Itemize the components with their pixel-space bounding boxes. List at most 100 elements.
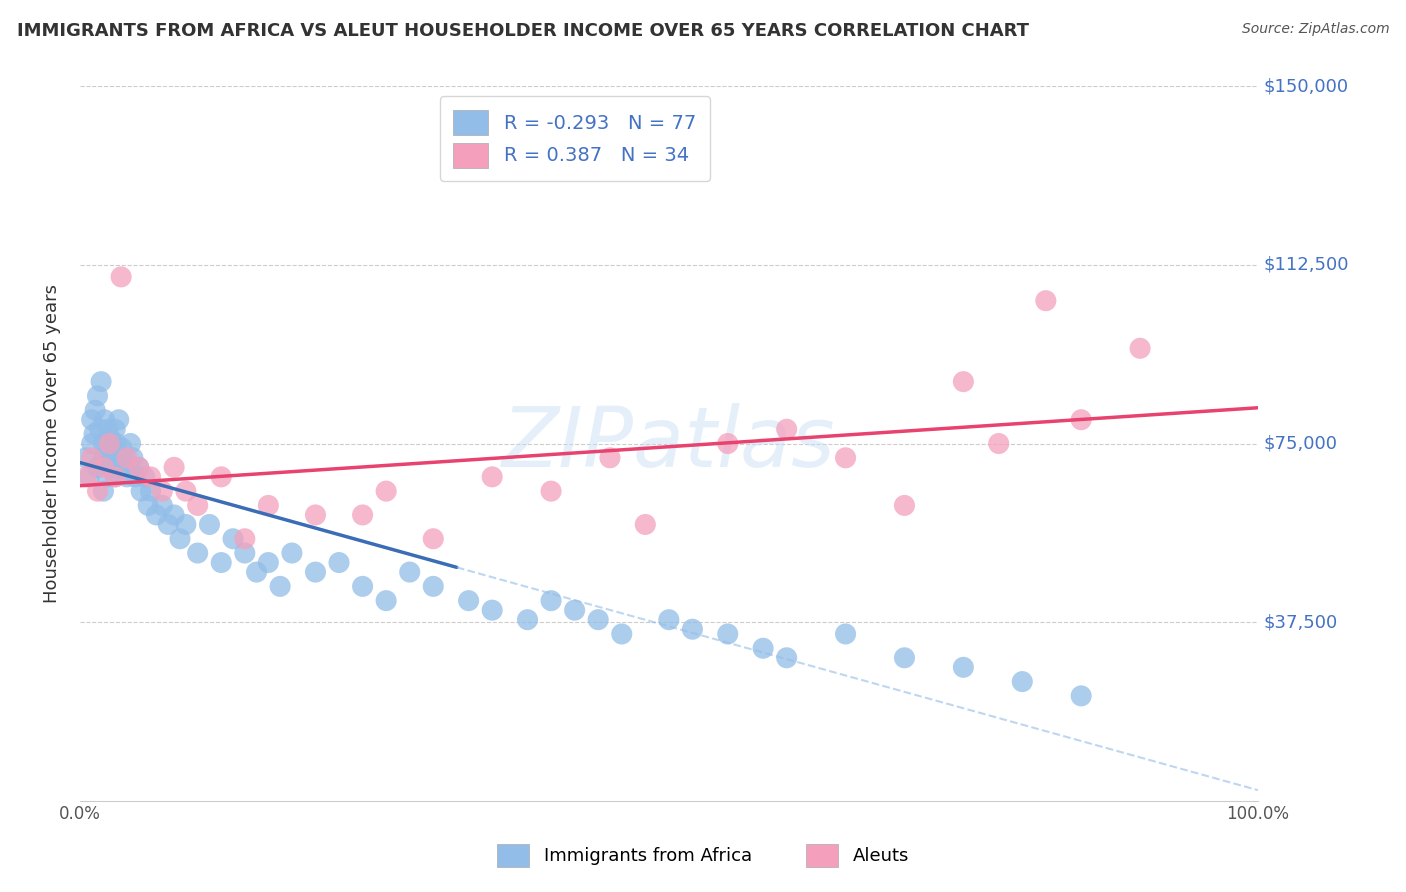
Point <box>75 470 97 484</box>
Point <box>1011 674 1033 689</box>
Point <box>84 403 107 417</box>
Point <box>96 470 118 484</box>
Point <box>104 422 127 436</box>
Point <box>776 422 799 436</box>
Point <box>118 460 141 475</box>
Point <box>115 450 138 465</box>
Point <box>110 460 132 475</box>
Point <box>98 450 121 465</box>
Point <box>128 460 150 475</box>
Point <box>90 375 112 389</box>
Point <box>952 660 974 674</box>
Point <box>104 470 127 484</box>
Point <box>328 556 350 570</box>
Point <box>257 556 280 570</box>
Point <box>375 484 398 499</box>
Point <box>93 436 115 450</box>
Point <box>80 436 103 450</box>
Point <box>93 460 115 475</box>
Point <box>174 484 197 499</box>
Point <box>75 450 97 465</box>
Point <box>952 375 974 389</box>
Point <box>398 565 420 579</box>
Point <box>717 436 740 450</box>
Point <box>1070 689 1092 703</box>
Point <box>136 499 159 513</box>
Legend: Immigrants from Africa, Aleuts: Immigrants from Africa, Aleuts <box>489 837 917 874</box>
Point <box>122 450 145 465</box>
Point <box>1129 341 1152 355</box>
Point <box>658 613 681 627</box>
Point <box>107 413 129 427</box>
Text: IMMIGRANTS FROM AFRICA VS ALEUT HOUSEHOLDER INCOME OVER 65 YEARS CORRELATION CHA: IMMIGRANTS FROM AFRICA VS ALEUT HOUSEHOL… <box>17 22 1029 40</box>
Text: $150,000: $150,000 <box>1264 78 1348 95</box>
Point <box>540 593 562 607</box>
Point <box>987 436 1010 450</box>
Point <box>93 413 115 427</box>
Point <box>79 470 101 484</box>
Point <box>86 484 108 499</box>
Point <box>134 470 156 484</box>
Point <box>752 641 775 656</box>
Point <box>586 613 609 627</box>
Point <box>481 603 503 617</box>
Text: Source: ZipAtlas.com: Source: ZipAtlas.com <box>1241 22 1389 37</box>
Point <box>281 546 304 560</box>
Point <box>111 442 134 456</box>
Point <box>776 650 799 665</box>
Point <box>717 627 740 641</box>
Point <box>115 470 138 484</box>
Point <box>150 484 173 499</box>
Point <box>97 422 120 436</box>
Point <box>304 508 326 522</box>
Point <box>209 556 232 570</box>
Point <box>98 436 121 450</box>
Point <box>304 565 326 579</box>
Point <box>834 627 856 641</box>
Legend: R = -0.293   N = 77, R = 0.387   N = 34: R = -0.293 N = 77, R = 0.387 N = 34 <box>440 96 710 181</box>
Point <box>129 484 152 499</box>
Point <box>83 427 105 442</box>
Point <box>93 484 115 499</box>
Point <box>681 622 703 636</box>
Point <box>233 546 256 560</box>
Point <box>169 532 191 546</box>
Point <box>100 460 122 475</box>
Point <box>124 470 146 484</box>
Point <box>257 499 280 513</box>
Point <box>245 565 267 579</box>
Point <box>145 508 167 522</box>
Point <box>564 603 586 617</box>
Point <box>540 484 562 499</box>
Point <box>94 446 117 460</box>
Point <box>187 546 209 560</box>
Point <box>893 499 915 513</box>
Point <box>834 450 856 465</box>
Point <box>481 470 503 484</box>
Text: $37,500: $37,500 <box>1264 613 1339 631</box>
Point <box>516 613 538 627</box>
Point <box>422 579 444 593</box>
Point <box>120 436 142 450</box>
Point <box>174 517 197 532</box>
Point <box>100 432 122 446</box>
Point <box>128 460 150 475</box>
Point <box>93 450 115 465</box>
Point <box>352 508 374 522</box>
Point <box>457 593 479 607</box>
Point <box>80 413 103 427</box>
Point <box>1070 413 1092 427</box>
Point <box>110 269 132 284</box>
Text: $112,500: $112,500 <box>1264 256 1350 274</box>
Point <box>422 532 444 546</box>
Point <box>80 450 103 465</box>
Point <box>114 450 136 465</box>
Point <box>1035 293 1057 308</box>
Point <box>198 517 221 532</box>
Point <box>610 627 633 641</box>
Point <box>139 484 162 499</box>
Point <box>893 650 915 665</box>
Point <box>163 460 186 475</box>
Point <box>101 442 124 456</box>
Point <box>222 532 245 546</box>
